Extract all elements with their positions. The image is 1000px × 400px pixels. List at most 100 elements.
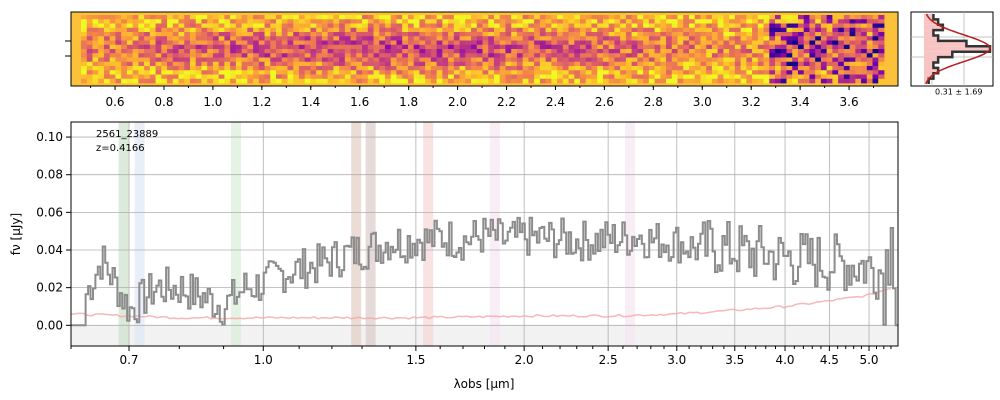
heatmap-cell bbox=[281, 23, 288, 29]
heatmap-cell bbox=[161, 27, 168, 33]
histogram-bar bbox=[924, 35, 939, 41]
heatmap-cell bbox=[247, 74, 254, 80]
heatmap-cell bbox=[574, 32, 581, 37]
heatmap-cell bbox=[671, 53, 678, 58]
heatmap-cell bbox=[471, 23, 478, 29]
heatmap-cell bbox=[413, 66, 420, 71]
heatmap-cell bbox=[797, 44, 805, 50]
heatmap-cell bbox=[81, 53, 88, 58]
heatmap-cell bbox=[103, 61, 111, 67]
heatmap-cell bbox=[126, 70, 134, 75]
heatmap-cell bbox=[270, 19, 277, 24]
heatmap-cell bbox=[276, 49, 283, 54]
heatmap-cell bbox=[740, 27, 747, 33]
heatmap-cell bbox=[482, 40, 489, 46]
heatmap-cell bbox=[820, 27, 828, 33]
heatmap-cell bbox=[149, 36, 156, 41]
heatmap-cell bbox=[797, 66, 805, 71]
heatmap-cell bbox=[493, 19, 501, 24]
heatmap-cell bbox=[327, 66, 334, 71]
heatmap-cell bbox=[442, 70, 449, 75]
heatmap-cell bbox=[763, 70, 770, 75]
heatmap-cell bbox=[344, 57, 351, 63]
heatmap-cell bbox=[505, 15, 512, 20]
heatmap-cell bbox=[631, 78, 638, 84]
heatmap-cell bbox=[287, 78, 294, 84]
heatmap-cell bbox=[350, 19, 357, 24]
heatmap-cell bbox=[339, 36, 346, 41]
heatmap-cell bbox=[700, 74, 707, 80]
heatmap-cell bbox=[138, 15, 145, 20]
heatmap-cell bbox=[706, 61, 713, 67]
heatmap-cell bbox=[362, 61, 369, 67]
heatmap-cell bbox=[511, 53, 518, 58]
heatmap-cell bbox=[304, 49, 311, 54]
heatmap-cell bbox=[109, 44, 116, 50]
heatmap-cell bbox=[413, 27, 420, 33]
heatmap-cell bbox=[648, 23, 655, 29]
heatmap-cell bbox=[809, 57, 816, 63]
heatmap-cell bbox=[344, 36, 351, 41]
heatmap-cell bbox=[356, 23, 363, 29]
heatmap-cell bbox=[367, 74, 374, 80]
heatmap-cell bbox=[436, 19, 443, 24]
heatmap-cell bbox=[757, 74, 764, 80]
heatmap-cell bbox=[402, 15, 409, 20]
heatmap-cell bbox=[843, 19, 850, 24]
heatmap-cell bbox=[327, 53, 334, 58]
heatmap-cell bbox=[327, 40, 334, 46]
heatmap-cell bbox=[115, 36, 122, 41]
heatmap-cell bbox=[694, 19, 701, 24]
heatmap-cell bbox=[115, 32, 122, 37]
heatmap-cell bbox=[396, 57, 403, 63]
heatmap-cell bbox=[396, 15, 403, 20]
heatmap-cell bbox=[167, 49, 174, 54]
heatmap-cell bbox=[121, 74, 128, 80]
heatmap-cell bbox=[459, 36, 466, 41]
heatmap-cell bbox=[258, 19, 265, 24]
heatmap-cell bbox=[459, 78, 466, 84]
heatmap-cell bbox=[218, 23, 225, 29]
histogram-bar bbox=[924, 30, 934, 36]
heatmap-cell bbox=[224, 15, 231, 20]
heatmap-cell bbox=[92, 53, 99, 58]
heatmap-cell bbox=[379, 61, 386, 67]
heatmap-cell bbox=[625, 70, 633, 75]
heatmap-cell bbox=[700, 36, 707, 41]
heatmap-cell bbox=[167, 78, 174, 84]
heatmap-cell bbox=[625, 40, 633, 46]
heatmap-cell bbox=[258, 49, 265, 54]
heatmap-cell bbox=[333, 40, 340, 46]
heatmap-cell bbox=[86, 78, 93, 84]
heatmap-cell bbox=[396, 78, 403, 84]
heatmap-cell bbox=[178, 70, 185, 75]
heatmap-cell bbox=[614, 23, 621, 29]
heatmap-cell bbox=[557, 53, 564, 58]
heatmap-cell bbox=[253, 36, 260, 41]
heatmap-cell bbox=[534, 44, 541, 50]
heatmap-cell bbox=[189, 61, 197, 67]
heatmap-cell bbox=[568, 70, 575, 75]
heatmap-cell bbox=[379, 78, 386, 84]
heatmap-cell bbox=[775, 19, 782, 24]
heatmap-cell bbox=[683, 53, 690, 58]
heatmap-cell bbox=[631, 19, 638, 24]
heatmap-cell bbox=[189, 70, 197, 75]
heatmap-cell bbox=[849, 53, 856, 58]
heatmap-cell bbox=[723, 66, 730, 71]
heatmap-cell bbox=[861, 23, 868, 29]
heatmap-cell bbox=[522, 23, 529, 29]
heatmap-cell bbox=[339, 61, 346, 67]
heatmap-cell bbox=[792, 70, 799, 75]
heatmap-cell bbox=[740, 44, 747, 50]
heatmap-cell bbox=[178, 61, 185, 67]
heatmap-cell bbox=[614, 15, 621, 20]
heatmap-cell bbox=[706, 15, 713, 20]
heatmap-cell bbox=[407, 44, 415, 50]
heatmap-cell bbox=[293, 40, 300, 46]
heatmap-cell bbox=[757, 44, 764, 50]
heatmap-cell bbox=[631, 49, 638, 54]
heatmap-cell bbox=[643, 66, 650, 71]
y-axis-label: fν [μJy] bbox=[9, 213, 23, 255]
histogram-bar bbox=[924, 62, 934, 68]
